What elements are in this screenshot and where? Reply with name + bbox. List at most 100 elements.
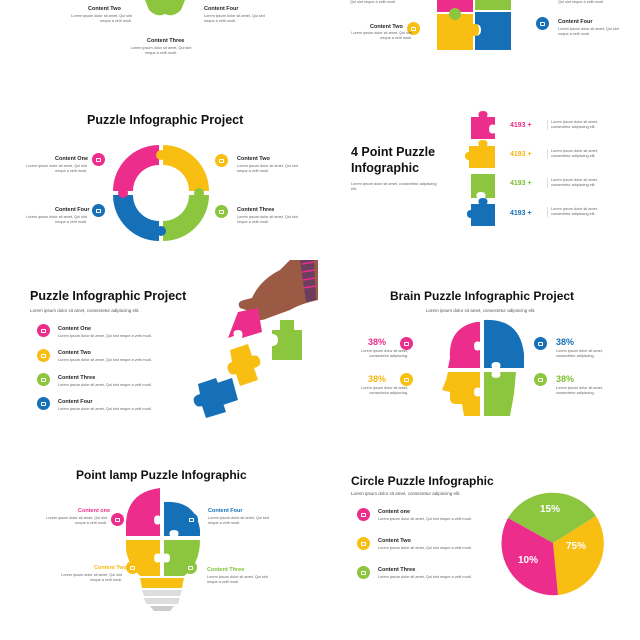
- hand-icon-two: [37, 349, 50, 362]
- tr-icon-two: [407, 22, 420, 35]
- circle-value-yellow: 75%: [566, 541, 586, 552]
- slide-lamp: Point lamp Puzzle Infographic Content on…: [0, 460, 320, 640]
- lamp-label-two: Content Two: [94, 565, 127, 571]
- circle-label-three: Content Three: [378, 567, 416, 573]
- circle-icon-two: [357, 537, 370, 550]
- puzzle-piece-yellow-icon: [465, 140, 495, 168]
- hand-icon-four: [37, 397, 50, 410]
- brain-icon-1: [400, 337, 413, 350]
- ring-label-three: Content Three: [237, 207, 275, 213]
- tl-label-four: Content Four: [204, 6, 239, 12]
- circle-value-pink: 10%: [518, 555, 538, 566]
- ring-text-four: Lorem ipsum dolor sit amet, Qui sint neq…: [26, 215, 87, 224]
- hand-text-three: Lorem ipsum dolor sit amet, Qui sint neq…: [58, 383, 152, 387]
- ring-text-two: Lorem ipsum dolor sit amet, Qui sint neq…: [237, 164, 298, 173]
- brain-subtitle: Lorem ipsum dolor sit amet, consectetur …: [426, 308, 536, 313]
- slide-hand: Puzzle Infographic Project Lorem ipsum d…: [0, 260, 320, 420]
- ring-text-three: Lorem ipsum dolor sit amet, Qui sint neq…: [237, 215, 298, 224]
- puzzle-square-partial: [437, 0, 511, 50]
- hand-text-four: Lorem ipsum dolor sit amet, Qui sint neq…: [58, 407, 152, 411]
- ring-icon-four: [92, 204, 105, 217]
- four-point-value-3: 4193 +: [510, 180, 532, 187]
- hand-text-two: Lorem ipsum dolor sit amet, Qui sint neq…: [58, 358, 152, 362]
- brain-icon-3: [534, 337, 547, 350]
- ring-text-one: Lorem ipsum dolor sit amet, Qui sint neq…: [26, 164, 87, 173]
- circle-icon-one: [357, 508, 370, 521]
- tl-text-four: Lorem ipsum dolor sit amet, Qui sint neq…: [204, 14, 265, 23]
- brain-icon-2: [400, 373, 413, 386]
- slide-ring: Puzzle Infographic Project Content One L…: [0, 100, 320, 260]
- puzzle-ring-partial: [145, 0, 185, 16]
- brain-text-3: Lorem ipsum dolor sit amet, consectetur …: [556, 349, 603, 358]
- four-point-subtitle: Lorem ipsum dolor sit amet, consectetur …: [351, 182, 437, 191]
- tr-label-four: Content Four: [558, 19, 593, 25]
- tl-label-two: Content Two: [88, 6, 121, 12]
- brain-text-2: Lorem ipsum dolor sit amet, consectetur …: [361, 386, 408, 395]
- slide-circle: Circle Puzzle Infographic Lorem ipsum do…: [320, 460, 640, 640]
- ring-label-four: Content Four: [55, 207, 90, 213]
- ring-label-two: Content Two: [237, 156, 270, 162]
- puzzle-ring: [113, 145, 209, 241]
- circle-label-two: Content Two: [378, 538, 411, 544]
- brain-value-1: 38%: [368, 337, 387, 347]
- puzzle-piece-green-icon: [471, 174, 495, 198]
- ring-label-one: Content One: [55, 156, 88, 162]
- brain-title: Brain Puzzle Infographic Project: [390, 289, 575, 303]
- four-point-title-1: 4 Point Puzzle: [351, 145, 436, 159]
- ring-title: Puzzle Infographic Project: [87, 113, 244, 127]
- lamp-puzzle-illustration: [126, 488, 200, 611]
- hand-subtitle: Lorem ipsum dolor sit amet, consectetur …: [30, 308, 140, 313]
- hand-label-three: Content Three: [58, 375, 96, 381]
- hand-label-one: Content One: [58, 326, 91, 332]
- circle-text-two: Lorem ipsum dolor sit amet, Qui sint neq…: [378, 546, 472, 550]
- circle-value-green: 15%: [540, 504, 560, 515]
- brain-value-4: 38%: [556, 374, 575, 384]
- lamp-title: Point lamp Puzzle Infographic: [76, 468, 247, 482]
- tr-text-two: Lorem ipsum dolor sit amet, Qui sint neq…: [351, 31, 412, 40]
- four-point-text-1: Lorem ipsum dolor sit amet, consectetur …: [547, 120, 609, 130]
- hand-label-two: Content Two: [58, 350, 91, 356]
- tr-label-two: Content Two: [370, 24, 403, 30]
- circle-text-three: Lorem ipsum dolor sit amet, Qui sint neq…: [378, 575, 472, 579]
- four-point-value-4: 4193 +: [510, 210, 532, 217]
- ring-icon-two: [215, 154, 228, 167]
- lamp-label-four: Content Four: [208, 508, 243, 514]
- hand-holding-puzzle-illustration: [193, 260, 318, 418]
- circle-puzzle-illustration: 15% 75% 10%: [501, 492, 604, 596]
- four-point-title-2: Infographic: [351, 161, 420, 175]
- head-puzzle-illustration: [442, 319, 524, 416]
- lamp-label-one: Content one: [78, 508, 111, 514]
- lamp-label-three: Content Three: [207, 567, 245, 573]
- lamp-text-four: Lorem ipsum dolor sit amet, Qui sint neq…: [208, 516, 269, 525]
- lamp-text-two: Lorem ipsum dolor sit amet, Qui sint neq…: [61, 573, 122, 582]
- slide-brain: Brain Puzzle Infographic Project Lorem i…: [320, 260, 640, 420]
- lamp-icon-one: [111, 513, 124, 526]
- four-point-value-2: 4193 +: [510, 151, 532, 158]
- tr-top-text: Qui sint neque a velit modi.: [350, 0, 396, 4]
- lamp-text-three: Lorem ipsum dolor sit amet, Qui sint neq…: [207, 575, 268, 584]
- four-point-text-4: Lorem ipsum dolor sit amet, consectetur …: [547, 207, 609, 217]
- hand-title: Puzzle Infographic Project: [30, 289, 187, 303]
- brain-icon-4: [534, 373, 547, 386]
- slide-four-point: 4 Point Puzzle Infographic Lorem ipsum d…: [320, 100, 640, 260]
- brain-value-3: 38%: [556, 337, 575, 347]
- ring-icon-one: [92, 153, 105, 166]
- circle-icon-three: [357, 566, 370, 579]
- tl-text-three: Lorem ipsum dolor sit amet, Qui sint neq…: [130, 46, 192, 55]
- hand-label-four: Content Four: [58, 399, 93, 405]
- lamp-icon-four: [185, 513, 198, 526]
- hand-icon-three: [37, 373, 50, 386]
- circle-title: Circle Puzzle Infographic: [351, 474, 494, 488]
- lamp-icon-two: [126, 561, 139, 574]
- lamp-text-one: Lorem ipsum dolor sit amet, Qui sint neq…: [46, 516, 107, 525]
- puzzle-piece-blue-icon: [467, 198, 495, 226]
- tl-label-three: Content Three: [147, 38, 185, 44]
- four-point-text-2: Lorem ipsum dolor sit amet, consectetur …: [547, 149, 609, 159]
- lamp-icon-three: [184, 561, 197, 574]
- circle-text-one: Lorem ipsum dolor sit amet, Qui sint neq…: [378, 517, 472, 521]
- ring-icon-three: [215, 205, 228, 218]
- tr-top-text-right: Qui sint neque a velit modi.: [558, 0, 604, 4]
- hand-icon-one: [37, 324, 50, 337]
- brain-value-2: 38%: [368, 374, 387, 384]
- hand-text-one: Lorem ipsum dolor sit amet, Qui sint neq…: [58, 334, 152, 338]
